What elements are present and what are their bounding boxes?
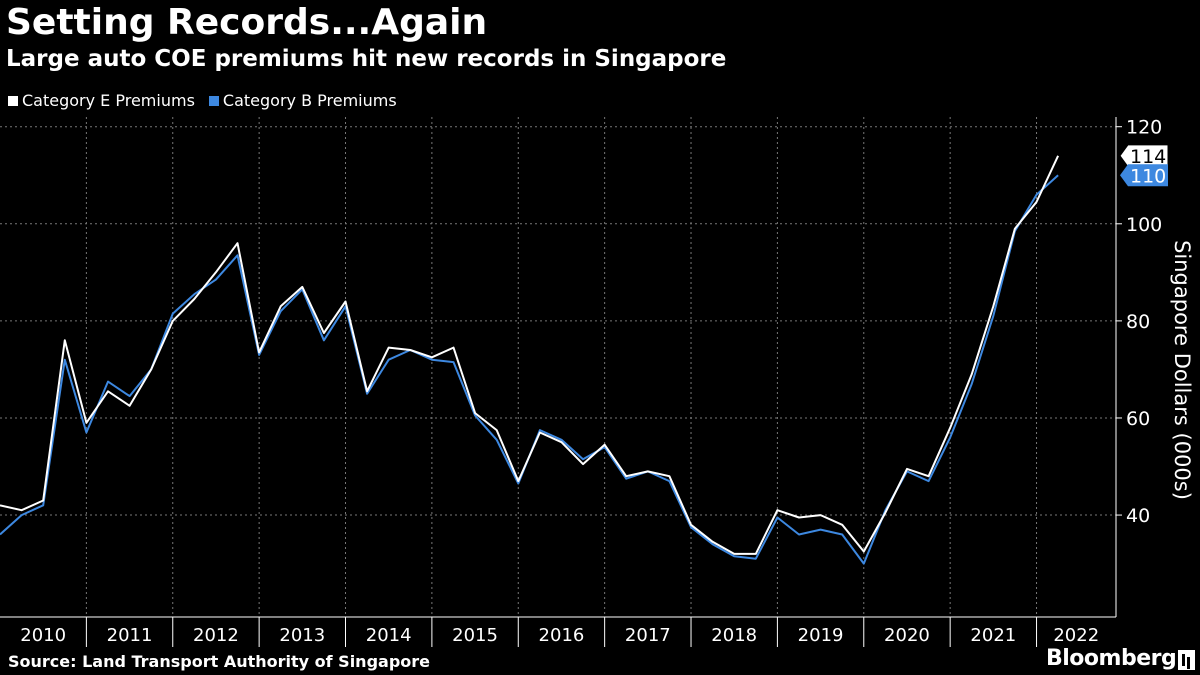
x-tick-label-2021: 2021 <box>970 625 1016 646</box>
x-tick-label-2011: 2011 <box>107 625 153 646</box>
x-tick-label-2015: 2015 <box>452 625 498 646</box>
x-tick-label-2019: 2019 <box>798 625 844 646</box>
category-b-premiums-line <box>0 174 1059 565</box>
category-b-premiums-end-label-tag <box>1120 164 1168 187</box>
category-e-premiums-end-label: 114 <box>1130 146 1166 168</box>
grid <box>0 117 1116 617</box>
chart-subtitle: Large auto COE premiums hit new records … <box>6 46 727 72</box>
category-e-premiums-line <box>0 155 1060 555</box>
x-tick-label-2022: 2022 <box>1053 625 1099 646</box>
x-tick-label-2014: 2014 <box>366 625 412 646</box>
x-tick-label-2012: 2012 <box>193 625 239 646</box>
y-tick-label-80: 80 <box>1126 311 1150 333</box>
legend-label-category-b: Category B Premiums <box>222 91 397 110</box>
axes: 40 60 80 100 120 2010 2011 2012 2013 2014 2015 2016… <box>0 117 1162 647</box>
legend: Category E Premiums Category B Premiums <box>8 91 397 110</box>
series-lines <box>0 155 1060 565</box>
y-tick-label-100: 100 <box>1126 214 1162 236</box>
legend-swatch-category-b <box>208 95 219 106</box>
chart-title: Setting Records...Again <box>6 2 488 43</box>
x-tick-label-2020: 2020 <box>884 625 930 646</box>
y-axis-label: Singapore Dollars (000s) <box>1170 240 1194 500</box>
x-tick-label-2016: 2016 <box>539 625 585 646</box>
x-tick-label-2017: 2017 <box>625 625 671 646</box>
x-tick-label-2013: 2013 <box>279 625 325 646</box>
legend-item-category-b: Category B Premiums <box>208 91 397 110</box>
x-tick-label-2010: 2010 <box>20 625 66 646</box>
bloomberg-terminal-icon <box>1178 650 1195 670</box>
category-e-premiums-end-label-tag <box>1119 144 1169 168</box>
brand-logo: Bloomberg <box>1046 646 1177 671</box>
source-note: Source: Land Transport Authority of Sing… <box>8 652 431 671</box>
legend-label-category-e: Category E Premiums <box>22 91 195 110</box>
category-b-premiums-end-label: 110 <box>1130 165 1166 187</box>
y-tick-label-120: 120 <box>1126 117 1162 139</box>
y-tick-label-40: 40 <box>1126 505 1150 527</box>
y-tick-label-60: 60 <box>1126 408 1150 430</box>
legend-swatch-category-e <box>8 95 18 106</box>
x-tick-label-2018: 2018 <box>711 625 757 646</box>
legend-item-category-e: Category E Premiums <box>8 91 195 110</box>
